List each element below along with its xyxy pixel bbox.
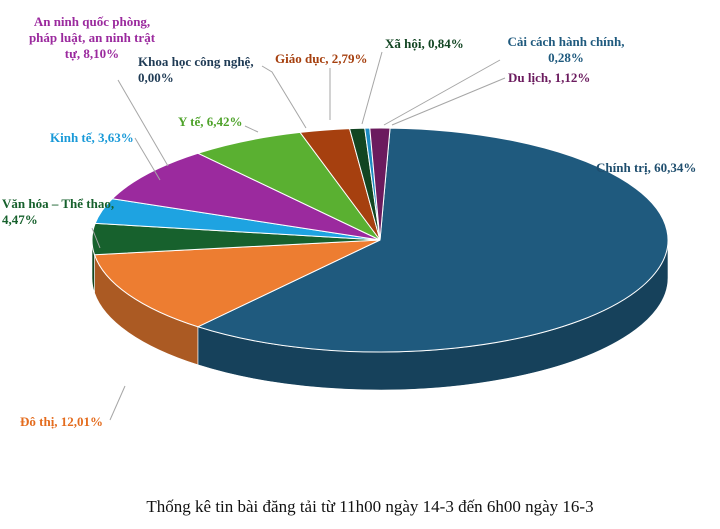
slice-labels: Chính trị, 60,34% Đô thị, 12,01% Văn hóa –…	[2, 14, 696, 429]
slice-label: Du lịch, 1,12%	[508, 70, 590, 85]
slice-top	[196, 131, 381, 241]
pie-slices	[91, 127, 669, 353]
slice-top	[369, 127, 391, 241]
slice-label: Chính trị, 60,34%	[596, 160, 696, 175]
leader-line	[91, 227, 101, 249]
slice-label: Kinh tế, 3,63%	[50, 130, 134, 145]
leader-line	[361, 51, 383, 125]
slice-label: Văn hóa – Thể thao, 4,47%	[2, 196, 114, 227]
slice-label: An ninh quốc phòng, pháp luật, an ninh tr…	[29, 14, 156, 61]
leader-line	[391, 77, 506, 126]
slice-label: Xã hội, 0,84%	[385, 36, 464, 51]
slice-label: Khoa học công nghệ, 0,00%	[138, 54, 254, 85]
slice-label: Y tế, 6,42%	[178, 114, 243, 129]
slice-top	[93, 239, 381, 328]
label-leader-lines	[91, 51, 506, 421]
slice-top	[111, 152, 381, 241]
chart-caption: Thống kê tin bài đăng tải từ 11h00 ngày …	[146, 497, 593, 516]
slice-label: Đô thị, 12,01%	[20, 414, 103, 429]
leader-line	[244, 125, 259, 133]
leader-line	[109, 385, 126, 421]
slice-top	[196, 127, 669, 353]
leader-line	[261, 65, 307, 129]
leader-line	[117, 79, 169, 167]
slice-label: Cải cách hành chính, 0,28%	[507, 34, 624, 65]
slice-label: Giáo dục, 2,79%	[275, 51, 367, 66]
leader-line	[134, 137, 161, 181]
leader-line	[383, 59, 501, 126]
